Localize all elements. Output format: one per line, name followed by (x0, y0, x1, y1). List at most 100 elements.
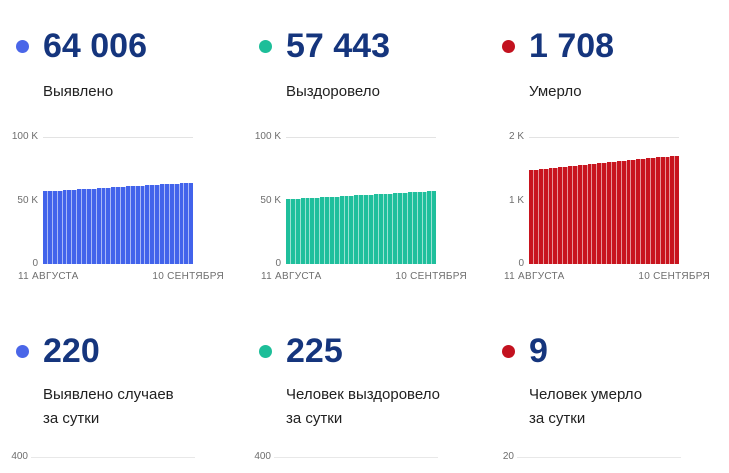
bars-container[interactable] (529, 137, 680, 264)
bar[interactable] (538, 169, 544, 264)
bar[interactable] (533, 169, 539, 264)
bar[interactable] (67, 189, 73, 264)
bar[interactable] (675, 155, 680, 264)
bar[interactable] (47, 191, 53, 264)
stat-died-total: 1 708 (502, 0, 729, 64)
bar[interactable] (286, 199, 291, 264)
bar[interactable] (86, 188, 92, 264)
bar[interactable] (164, 184, 170, 264)
bar[interactable] (631, 159, 637, 264)
bar[interactable] (417, 191, 423, 264)
bar[interactable] (607, 162, 612, 264)
bar[interactable] (300, 198, 306, 264)
bar[interactable] (179, 183, 185, 264)
bar[interactable] (422, 191, 428, 264)
bar[interactable] (135, 185, 141, 264)
bars-container[interactable] (43, 137, 194, 264)
bar[interactable] (572, 165, 578, 264)
bar[interactable] (378, 194, 384, 264)
bar[interactable] (184, 183, 190, 264)
bar[interactable] (597, 163, 603, 264)
bar[interactable] (568, 166, 573, 264)
bar[interactable] (427, 191, 433, 264)
bar[interactable] (641, 158, 646, 264)
bar[interactable] (174, 183, 180, 264)
bar[interactable] (373, 194, 379, 264)
bar[interactable] (140, 185, 146, 264)
bar[interactable] (72, 189, 78, 264)
bar[interactable] (383, 193, 389, 264)
bar[interactable] (52, 190, 58, 264)
bar[interactable] (548, 168, 554, 264)
bar[interactable] (121, 186, 126, 264)
bar[interactable] (320, 197, 325, 264)
bar[interactable] (553, 167, 559, 264)
bar[interactable] (388, 193, 394, 264)
bar[interactable] (558, 167, 564, 264)
plot-area-died[interactable]: 2 K 1 K 0 (509, 132, 680, 269)
bar[interactable] (650, 157, 656, 264)
bar[interactable] (111, 187, 117, 264)
bar[interactable] (655, 157, 661, 264)
bar[interactable] (582, 164, 588, 264)
bar[interactable] (670, 156, 676, 264)
bar[interactable] (563, 166, 568, 264)
bar[interactable] (334, 196, 340, 264)
bar[interactable] (310, 197, 316, 264)
bar[interactable] (354, 195, 360, 264)
bar[interactable] (616, 161, 622, 264)
bar[interactable] (626, 160, 632, 264)
bar[interactable] (403, 192, 408, 264)
bar[interactable] (602, 162, 607, 264)
bar[interactable] (621, 160, 627, 264)
bar[interactable] (529, 170, 534, 264)
bar[interactable] (344, 196, 350, 264)
bar[interactable] (660, 157, 666, 264)
bar[interactable] (96, 188, 102, 264)
bar[interactable] (169, 183, 175, 264)
bar[interactable] (150, 185, 156, 264)
bar[interactable] (587, 164, 593, 264)
bar[interactable] (349, 195, 355, 264)
bar[interactable] (130, 186, 136, 264)
bar[interactable] (646, 158, 651, 264)
bar[interactable] (155, 184, 160, 264)
bar[interactable] (412, 192, 418, 264)
bar[interactable] (189, 182, 194, 264)
bar[interactable] (359, 195, 364, 264)
bar[interactable] (636, 159, 642, 264)
bar[interactable] (368, 194, 374, 264)
plot-area-detected[interactable]: 100 K 50 K 0 (12, 132, 194, 269)
bar[interactable] (611, 161, 617, 264)
bars-container[interactable] (286, 137, 437, 264)
bar[interactable] (295, 198, 301, 264)
bar[interactable] (77, 189, 82, 264)
bar[interactable] (43, 191, 48, 264)
bar[interactable] (62, 190, 68, 264)
bar[interactable] (432, 191, 437, 264)
bar[interactable] (407, 192, 413, 264)
bar[interactable] (125, 186, 131, 264)
bar[interactable] (592, 163, 598, 264)
bar[interactable] (116, 187, 121, 264)
bar[interactable] (145, 185, 151, 264)
bar[interactable] (393, 193, 399, 264)
bar[interactable] (57, 190, 63, 264)
bar[interactable] (106, 187, 112, 264)
bar[interactable] (329, 196, 335, 264)
bar[interactable] (91, 188, 97, 264)
bar[interactable] (339, 196, 345, 264)
bar[interactable] (290, 199, 296, 264)
bar[interactable] (82, 189, 87, 264)
bar[interactable] (364, 194, 369, 264)
bar[interactable] (101, 187, 107, 264)
bar[interactable] (315, 197, 321, 264)
plot-area-recovered[interactable]: 100 K 50 K 0 (255, 132, 437, 269)
bar[interactable] (543, 168, 549, 264)
bar[interactable] (160, 184, 165, 264)
bar[interactable] (305, 198, 311, 264)
bar[interactable] (665, 156, 671, 264)
bar[interactable] (325, 197, 330, 264)
bar[interactable] (577, 165, 583, 264)
bar[interactable] (398, 192, 403, 264)
